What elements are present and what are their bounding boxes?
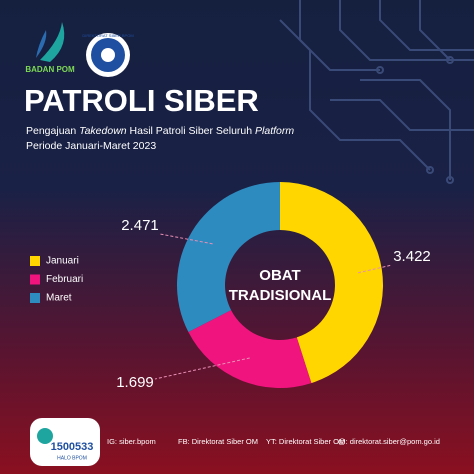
logo-left: BADAN POM bbox=[25, 22, 75, 74]
value-label: 3.422 bbox=[393, 248, 431, 265]
contact: @: direktorat.siber@pom.go.id bbox=[338, 437, 440, 446]
leader-line bbox=[357, 264, 393, 274]
subtitle: Pengajuan Takedown Hasil Patroli Siber S… bbox=[26, 125, 294, 137]
circuit-decoration bbox=[279, 0, 474, 184]
logo-left-text: BADAN POM bbox=[25, 65, 75, 74]
subtitle-part: Hasil Patroli Siber Seluruh bbox=[127, 125, 255, 137]
hotline: 1500533 bbox=[51, 441, 94, 453]
subtitle-part: Takedown bbox=[79, 125, 127, 137]
leader-line bbox=[154, 357, 250, 380]
slice bbox=[280, 181, 384, 384]
footer: 1500533 HALO BPOM IG: siber.bpom FB: Dire… bbox=[30, 418, 440, 466]
contact: FB: Direktorat Siber OM bbox=[178, 437, 258, 446]
leader-line bbox=[159, 233, 213, 245]
value-label: 1.699 bbox=[116, 374, 154, 391]
contact: YT: Direktorat Siber OM bbox=[266, 437, 345, 446]
legend-label: Maret bbox=[46, 293, 72, 304]
legend-swatch bbox=[30, 256, 40, 266]
slice bbox=[188, 310, 312, 388]
legend-label: Februari bbox=[46, 274, 83, 285]
subtitle-part: Pengajuan bbox=[26, 125, 79, 137]
center-label: TRADISIONAL bbox=[229, 287, 332, 304]
center-label: OBAT bbox=[259, 267, 300, 284]
hotline-sub: HALO BPOM bbox=[57, 455, 87, 461]
value-label: 2.471 bbox=[121, 217, 159, 234]
legend-swatch bbox=[30, 274, 40, 285]
contacts: IG: siber.bpom FB: Direktorat Siber OM YT:… bbox=[107, 437, 440, 446]
subtitle-part: Platform bbox=[255, 125, 294, 137]
chart: 3.422 1.699 2.471 OBAT TRADISIONAL Januari Feb… bbox=[30, 181, 431, 391]
title: PATROLI SIBER bbox=[24, 83, 259, 118]
legend-swatch bbox=[30, 293, 40, 303]
slice bbox=[177, 182, 280, 333]
contact: IG: siber.bpom bbox=[107, 437, 156, 446]
logo-right: DIREKTORAT SIBER BPOM bbox=[82, 33, 134, 77]
legend-label: Januari bbox=[46, 256, 79, 267]
logo-right-text: DIREKTORAT SIBER BPOM bbox=[82, 33, 133, 38]
period: Periode Januari-Maret 2023 bbox=[26, 140, 156, 152]
